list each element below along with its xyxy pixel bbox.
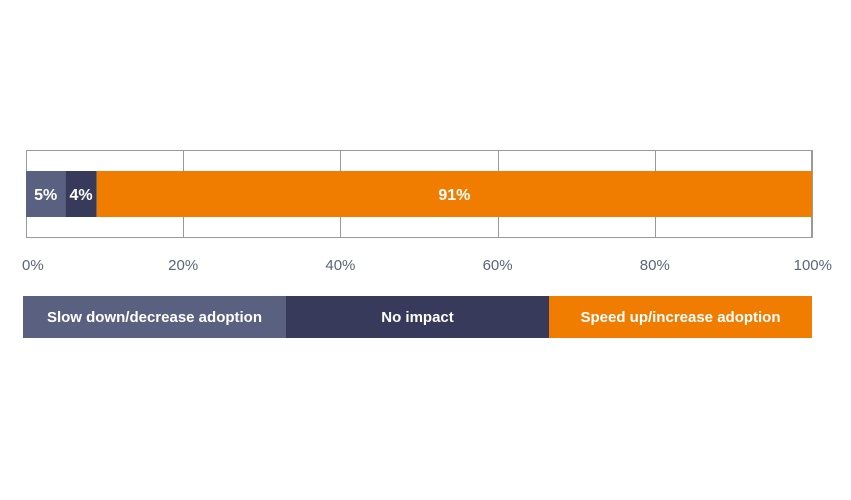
x-tick-label-5: 100% [794,257,832,274]
legend-item-2: Speed up/increase adoption [549,296,812,338]
x-tick-label-3: 60% [483,257,513,274]
x-tick-label-0: 0% [22,257,44,274]
data-label-0: 5% [34,187,57,204]
x-tick-label-2: 40% [325,257,355,274]
bar-segment-2 [96,171,813,217]
chart-legend: Slow down/decrease adoption No impact Spee… [23,296,812,338]
x-tick-label-4: 80% [640,257,670,274]
bar-segment-0 [26,171,66,217]
chart-x-axis-ticks: 0% 20% 40% 60% 80% 100% [22,257,832,274]
chart-data-labels: 5% 4% 91% [34,187,470,204]
bar-segment-1 [65,171,97,217]
legend-item-0: Slow down/decrease adoption [23,296,286,338]
data-label-1: 4% [69,187,92,204]
data-label-2: 91% [438,187,470,204]
x-tick-label-1: 20% [168,257,198,274]
legend-item-1: No impact [286,296,549,338]
chart-bars [26,171,813,217]
